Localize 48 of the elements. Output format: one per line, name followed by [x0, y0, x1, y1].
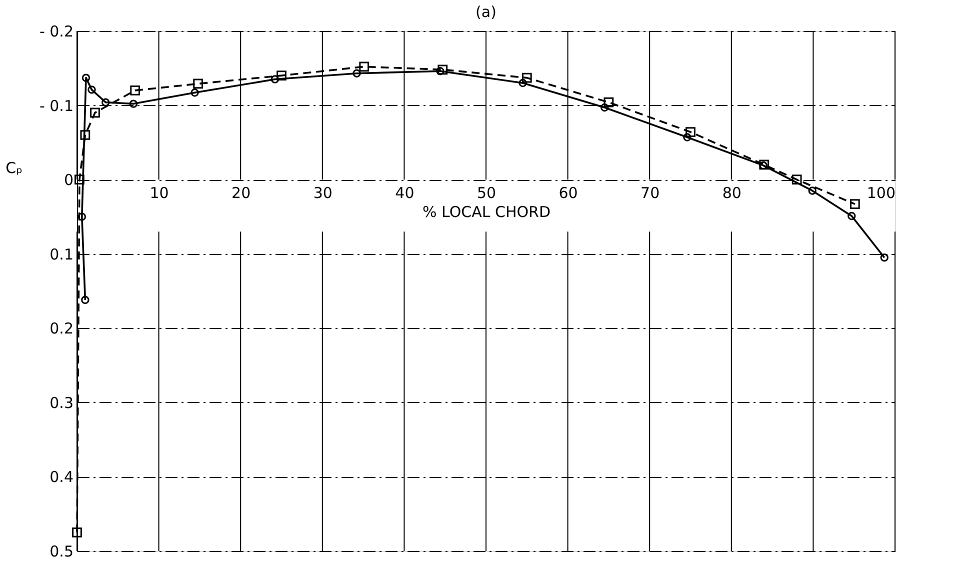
- point: [193, 78, 203, 89]
- point: [352, 69, 361, 78]
- point: [276, 70, 286, 81]
- point: [518, 78, 527, 88]
- point: [850, 199, 860, 210]
- x-tick-label: 80: [722, 184, 742, 202]
- y-tick-label: 0.1: [50, 245, 74, 264]
- chart-title: (a): [476, 3, 496, 21]
- y-tick-label: 0.5: [50, 542, 74, 560]
- point: [72, 527, 82, 538]
- x-tick-label: 30: [313, 184, 332, 202]
- x-tick-label: 10: [150, 184, 169, 202]
- point: [102, 98, 110, 106]
- x-tick-label: 70: [640, 184, 660, 202]
- x-tick-label: 60: [558, 184, 578, 202]
- point: [190, 88, 199, 97]
- point: [436, 67, 444, 76]
- x-tick-label: 40: [395, 184, 414, 202]
- point: [82, 74, 90, 82]
- point: [604, 97, 614, 108]
- point: [686, 127, 696, 137]
- point: [792, 174, 802, 185]
- point: [90, 108, 100, 118]
- x-tick-label: 100: [866, 184, 896, 202]
- point: [78, 212, 86, 221]
- point: [808, 186, 816, 195]
- y-tick-label: 0.4: [50, 468, 74, 486]
- point: [848, 212, 856, 220]
- y-tick-label: 0: [64, 171, 74, 190]
- x-tick-label: 20: [232, 184, 251, 202]
- point: [130, 85, 140, 96]
- point: [80, 130, 90, 140]
- point: [522, 72, 532, 83]
- point: [359, 62, 370, 72]
- point: [74, 174, 84, 185]
- point: [129, 100, 138, 108]
- point: [88, 86, 96, 94]
- x-axis-title: % LOCAL CHORD: [422, 203, 551, 222]
- y-tick-label: - 0.1: [39, 96, 74, 115]
- point: [270, 75, 280, 84]
- x-tick-label: 50: [476, 184, 496, 202]
- y-tick-label: 0.2: [50, 320, 74, 338]
- y-axis-title: Cₚ: [6, 159, 22, 178]
- point: [683, 133, 692, 142]
- point: [600, 103, 609, 112]
- y-tick-label: - 0.2: [39, 22, 74, 40]
- point: [438, 64, 448, 75]
- y-tick-label: 0.3: [50, 394, 74, 412]
